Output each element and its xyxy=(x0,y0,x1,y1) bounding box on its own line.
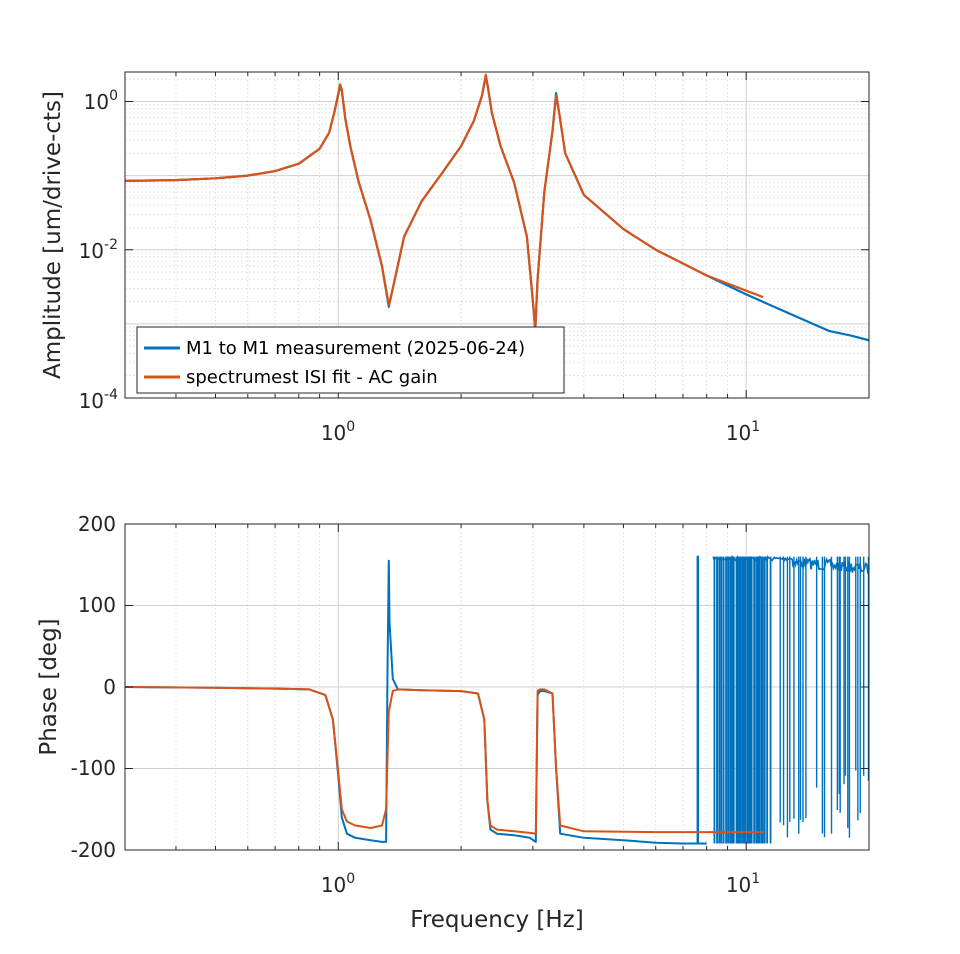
amplitude-xtick-label-1: 101 xyxy=(726,419,760,445)
legend-box xyxy=(136,326,565,394)
phase-ylabel: Phase [deg] xyxy=(36,618,62,755)
phase-xtick-label-1: 101 xyxy=(726,871,760,897)
legend: M1 to M1 measurement (2025-06-24) spectr… xyxy=(136,326,565,394)
phase-ticks xyxy=(124,523,869,851)
phase-ytick-label-1: 100 xyxy=(78,593,116,617)
amplitude-ylabel: Amplitude [um/drive-cts] xyxy=(40,91,66,379)
legend-entry-fit: spectrumest ISI fit - AC gain xyxy=(186,367,438,388)
phase-xlabel: Frequency [Hz] xyxy=(410,907,583,933)
phase-fit-line xyxy=(125,686,764,835)
phase-wrap-noise xyxy=(696,554,869,844)
amplitude-xtick-label-0: 100 xyxy=(321,419,355,445)
amplitude-fit-line xyxy=(125,73,764,329)
phase-xtick-label-0: 100 xyxy=(321,871,355,897)
amplitude-ytick-label-2: 10-4 xyxy=(79,387,119,413)
amplitude-ytick-label-1: 10-2 xyxy=(79,237,118,263)
phase-ytick-label-2: 0 xyxy=(103,675,116,699)
amplitude-axes-box xyxy=(124,71,870,399)
phase-ytick-label-4: -200 xyxy=(71,838,116,862)
amplitude-ticks xyxy=(124,72,869,399)
phase-panel: 100 101 200 100 0 -100 -200 Phase [deg] … xyxy=(36,512,870,933)
legend-entry-measurement: M1 to M1 measurement (2025-06-24) xyxy=(186,338,525,359)
phase-ytick-label-3: -100 xyxy=(71,756,116,780)
amplitude-ytick-label-0: 100 xyxy=(84,88,118,114)
amplitude-panel: 100 101 100 10-2 10-4 Amplitude [um/driv… xyxy=(40,71,870,445)
phase-ytick-label-0: 200 xyxy=(78,512,116,536)
